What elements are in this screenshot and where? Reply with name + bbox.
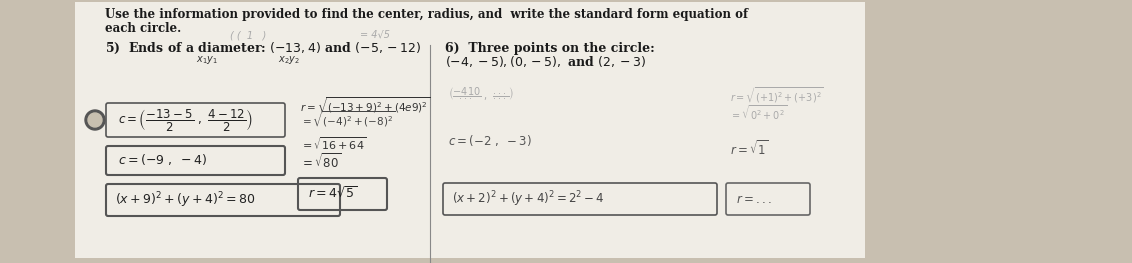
- Text: $r = 4\sqrt{5}$: $r = 4\sqrt{5}$: [308, 186, 358, 201]
- Text: $(x+2)^2 + (y+4)^2 = 2^2 - 4$: $(x+2)^2 + (y+4)^2 = 2^2 - 4$: [452, 189, 604, 209]
- Text: $= \sqrt{16+64}$: $= \sqrt{16+64}$: [300, 135, 367, 152]
- FancyBboxPatch shape: [75, 2, 865, 258]
- Text: $= \sqrt{0^2+0^2}$: $= \sqrt{0^2+0^2}$: [730, 104, 787, 122]
- Text: $c = \left(\dfrac{-13-5}{2}\ ,\ \dfrac{4-12}{2}\right)$: $c = \left(\dfrac{-13-5}{2}\ ,\ \dfrac{4…: [118, 107, 252, 133]
- Text: $c = (-2\ ,\ -3)$: $c = (-2\ ,\ -3)$: [448, 133, 532, 148]
- Text: = 4√5: = 4√5: [360, 30, 391, 40]
- Text: 5)  Ends of a diameter: $(-13, 4)$ and $(-5, -12)$: 5) Ends of a diameter: $(-13, 4)$ and $(…: [105, 41, 421, 56]
- Text: each circle.: each circle.: [105, 22, 181, 35]
- Text: $= \sqrt{80}$: $= \sqrt{80}$: [300, 152, 341, 171]
- Text: $\left(x+9\right)^2 + \left(y+4\right)^2 = 80$: $\left(x+9\right)^2 + \left(y+4\right)^2…: [115, 190, 256, 210]
- Text: Use the information provided to find the center, radius, and  write the standard: Use the information provided to find the…: [105, 8, 748, 21]
- Text: $r = ...$: $r = ...$: [736, 193, 772, 206]
- Text: $\left(\dfrac{-410}{...}\ ,\ \dfrac{...}{...}\right)$: $\left(\dfrac{-410}{...}\ ,\ \dfrac{...}…: [448, 85, 514, 103]
- Circle shape: [88, 113, 102, 127]
- Text: $(-4, -5), (0, -5),$ and $(2, -3)$: $(-4, -5), (0, -5),$ and $(2, -3)$: [445, 54, 646, 69]
- Text: $r = \sqrt{1}$: $r = \sqrt{1}$: [730, 139, 769, 158]
- Text: $c = \left(-9\ ,\ -4\right)$: $c = \left(-9\ ,\ -4\right)$: [118, 152, 207, 167]
- Text: $x_1  y_1$: $x_1 y_1$: [196, 54, 218, 66]
- Circle shape: [85, 110, 105, 130]
- Text: $= \sqrt{(-4)^2+(-8)^2}$: $= \sqrt{(-4)^2+(-8)^2}$: [300, 110, 395, 129]
- Text: $x_2  y_2$: $x_2 y_2$: [278, 54, 300, 66]
- Text: $r = \sqrt{(+1)^2+(+3)^2}$: $r = \sqrt{(+1)^2+(+3)^2}$: [730, 86, 824, 105]
- Text: 6)  Three points on the circle:: 6) Three points on the circle:: [445, 42, 654, 55]
- Text: ( (  1   ): ( ( 1 ): [230, 30, 266, 40]
- Text: $r = \sqrt{(-13+9)^2+(4e9)^2}$: $r = \sqrt{(-13+9)^2+(4e9)^2}$: [300, 96, 430, 115]
